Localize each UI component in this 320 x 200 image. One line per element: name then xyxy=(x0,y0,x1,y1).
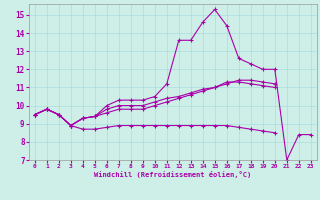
X-axis label: Windchill (Refroidissement éolien,°C): Windchill (Refroidissement éolien,°C) xyxy=(94,171,252,178)
